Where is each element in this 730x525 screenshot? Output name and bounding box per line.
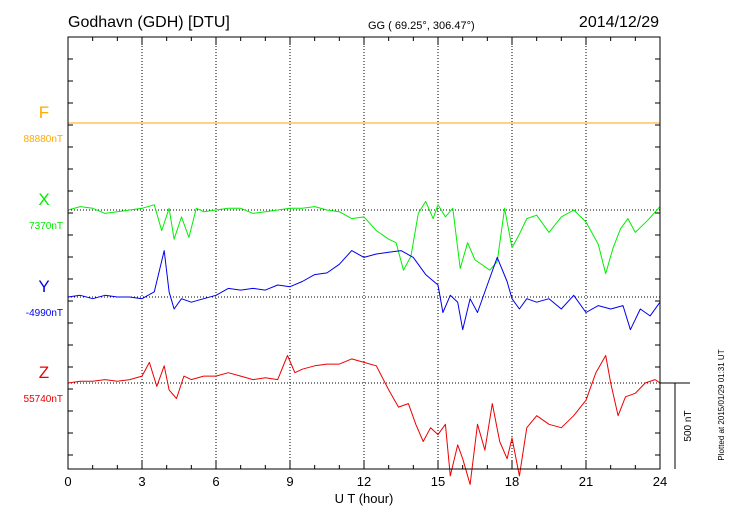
- plot-frame: [67, 36, 661, 470]
- x-tick-label-18: 18: [505, 474, 519, 489]
- label-layer: F 88880nT X 7370nT Y -4990nT Z 55740nT: [24, 103, 63, 405]
- x-tick-label-15: 15: [431, 474, 445, 489]
- x-tick-label-21: 21: [579, 474, 593, 489]
- series-baseline-label-Z: 55740nT: [24, 394, 63, 405]
- series-baseline-label-Y: -4990nT: [26, 308, 63, 319]
- series-line-Y: [67, 250, 661, 331]
- scale-bar-label: 500 nT: [683, 410, 694, 441]
- series-name-Z: Z: [39, 363, 49, 382]
- chart-title: Godhavn (GDH) [DTU]: [68, 14, 230, 31]
- x-tick-label-9: 9: [286, 474, 293, 489]
- series-name-F: F: [39, 103, 49, 122]
- x-tick-label-0: 0: [64, 474, 71, 489]
- series-line-X: [67, 200, 661, 275]
- series-name-X: X: [38, 190, 49, 209]
- x-tick-label-3: 3: [138, 474, 145, 489]
- plotted-footer: Plotted at 2015/01/29 01:31 UT: [717, 349, 726, 460]
- x-tick-label-12: 12: [357, 474, 371, 489]
- chart-date: 2014/12/29: [579, 14, 659, 31]
- series-baseline-label-X: 7370nT: [29, 221, 63, 232]
- x-tick-label-24: 24: [653, 474, 667, 489]
- chart-subtitle: GG ( 69.25°, 306.47°): [368, 20, 475, 32]
- x-tick-label-6: 6: [212, 474, 219, 489]
- series-name-Y: Y: [38, 277, 49, 296]
- x-axis-label: U T (hour): [335, 491, 394, 506]
- series-line-Z: [67, 355, 661, 485]
- series-baseline-label-F: 88880nT: [24, 134, 63, 145]
- grid-layer: [141, 37, 587, 469]
- series-layer: [67, 122, 661, 485]
